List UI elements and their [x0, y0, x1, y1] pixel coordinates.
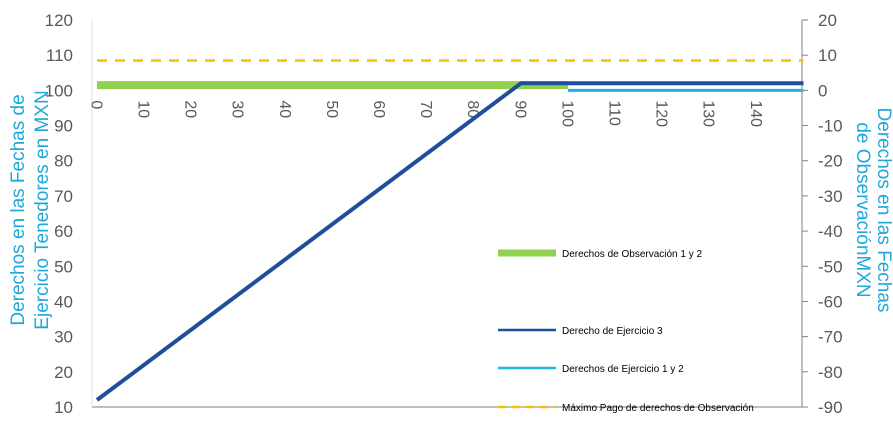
x-tick-label: 40 — [276, 100, 293, 118]
y-right-tick-label: -50 — [818, 257, 843, 276]
x-tick-label: 110 — [606, 100, 623, 126]
y-right-tick-label: 20 — [818, 11, 837, 30]
legend-label: Derechos de Observación 1 y 2 — [562, 249, 703, 260]
x-tick-label: 50 — [323, 100, 340, 118]
x-tick-label: 130 — [700, 100, 717, 127]
y-left-tick-label: 70 — [54, 187, 73, 206]
x-tick-label: 120 — [653, 100, 670, 127]
legend-label: Derecho de Ejercicio 3 — [562, 326, 663, 337]
x-tick-label: 100 — [558, 100, 575, 127]
x-tick-label: 0 — [87, 100, 104, 109]
legend-label: Máximo Pago de derechos de Observación — [562, 403, 754, 414]
y-left-axis-label-line1: Derechos en las Fechas de — [8, 94, 29, 325]
x-tick-label: 90 — [511, 100, 528, 118]
series-line — [95, 81, 804, 402]
y-right-tick-label: -60 — [818, 292, 843, 311]
y-right-axis-label-line1: Derechos en las Fechas — [873, 108, 893, 313]
y-left-axis-label-line2: Ejercicio Tenedores en MXN — [32, 90, 53, 329]
y-right-tick-label: -70 — [818, 328, 843, 347]
y-left-tick-label: 100 — [45, 81, 73, 100]
y-left-tick-label: 20 — [54, 363, 73, 382]
y-left-tick-label: 120 — [45, 11, 73, 30]
y-left-tick-label: 30 — [54, 328, 73, 347]
y-left-tick-label: 80 — [54, 152, 73, 171]
legend-label: Derechos de Ejercicio 1 y 2 — [562, 364, 684, 375]
y-left-tick-label: 50 — [54, 257, 73, 276]
y-right-axis-label-line2: de ObservaciónMXN — [852, 122, 873, 297]
x-tick-label: 60 — [370, 100, 387, 118]
y-right-tick-label: -30 — [818, 187, 843, 206]
y-right-tick-label: -20 — [818, 152, 843, 171]
y-left-tick-label: 90 — [54, 117, 73, 136]
y-right-tick-label: -10 — [818, 117, 843, 136]
y-left-tick-label: 110 — [46, 46, 73, 65]
x-tick-label: 10 — [135, 100, 152, 118]
x-tick-label: 140 — [747, 100, 764, 127]
x-tick-label: 20 — [182, 100, 199, 118]
y-left-tick-label: 10 — [54, 398, 73, 417]
x-tick-label: 30 — [229, 100, 246, 118]
y-left-tick-label: 40 — [54, 292, 73, 311]
y-right-tick-label: 0 — [818, 81, 827, 100]
y-left-tick-label: 60 — [54, 222, 73, 241]
y-right-tick-label: -80 — [818, 363, 843, 382]
y-right-tick-label: -40 — [818, 222, 843, 241]
y-right-tick-label: 10 — [818, 46, 837, 65]
x-tick-label: 70 — [417, 100, 434, 118]
y-right-tick-label: -90 — [818, 398, 843, 417]
